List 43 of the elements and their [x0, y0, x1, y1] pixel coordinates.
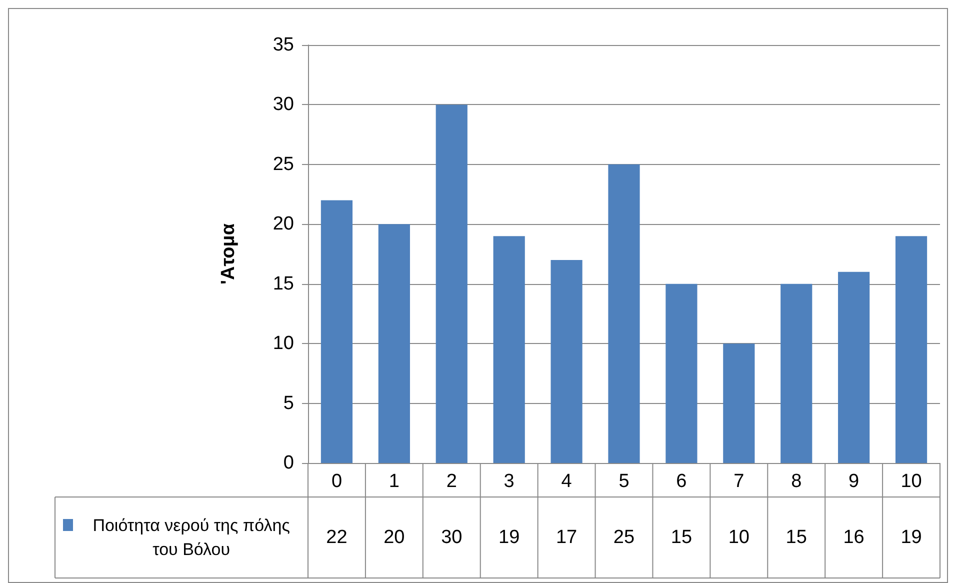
- data-label: 10: [727, 526, 750, 550]
- legend-label: Ποιότητα νερού της πόλης του Βόλου: [92, 514, 291, 560]
- y-tick-label: 15: [272, 273, 294, 294]
- bar: [436, 104, 468, 463]
- bar: [895, 236, 928, 463]
- bar: [378, 224, 410, 463]
- data-label: 16: [842, 526, 866, 550]
- bar: [550, 260, 582, 463]
- bar: [723, 344, 755, 463]
- x-tick-label: 8: [791, 471, 802, 492]
- x-tick-label: 10: [900, 471, 922, 492]
- bar: [838, 272, 870, 463]
- bar: [320, 200, 353, 463]
- data-label: 15: [670, 526, 694, 550]
- bar: [666, 284, 698, 463]
- data-label: 30: [440, 526, 464, 550]
- bar: [780, 284, 812, 463]
- x-tick-label: 3: [504, 471, 514, 492]
- x-tick-label: 5: [618, 471, 630, 492]
- y-tick-label: 0: [283, 452, 294, 474]
- data-label: 22: [325, 526, 348, 550]
- x-tick-label: 7: [734, 471, 744, 492]
- x-tick-label: 0: [331, 471, 342, 492]
- y-tick-label: 30: [272, 94, 294, 116]
- y-axis-title: 'Ατομα: [218, 223, 239, 285]
- x-tick-label: 4: [561, 471, 572, 492]
- x-tick-label: 1: [388, 471, 400, 492]
- x-tick-label: 6: [676, 471, 687, 492]
- x-tick-label: 2: [446, 471, 457, 492]
- data-label: 19: [498, 526, 521, 550]
- y-tick-label: 35: [272, 34, 294, 56]
- x-tick-label: 9: [848, 471, 860, 492]
- bar: [608, 164, 640, 463]
- data-label: 17: [554, 526, 578, 550]
- data-label: 20: [382, 526, 406, 550]
- y-tick-label: 5: [283, 392, 294, 414]
- y-tick-label: 20: [272, 214, 294, 235]
- y-tick-label: 10: [272, 333, 294, 354]
- data-label: 15: [784, 526, 808, 550]
- data-label: 25: [612, 526, 636, 550]
- bar: [493, 236, 525, 463]
- y-tick-label: 25: [272, 154, 294, 175]
- data-label: 19: [900, 526, 923, 550]
